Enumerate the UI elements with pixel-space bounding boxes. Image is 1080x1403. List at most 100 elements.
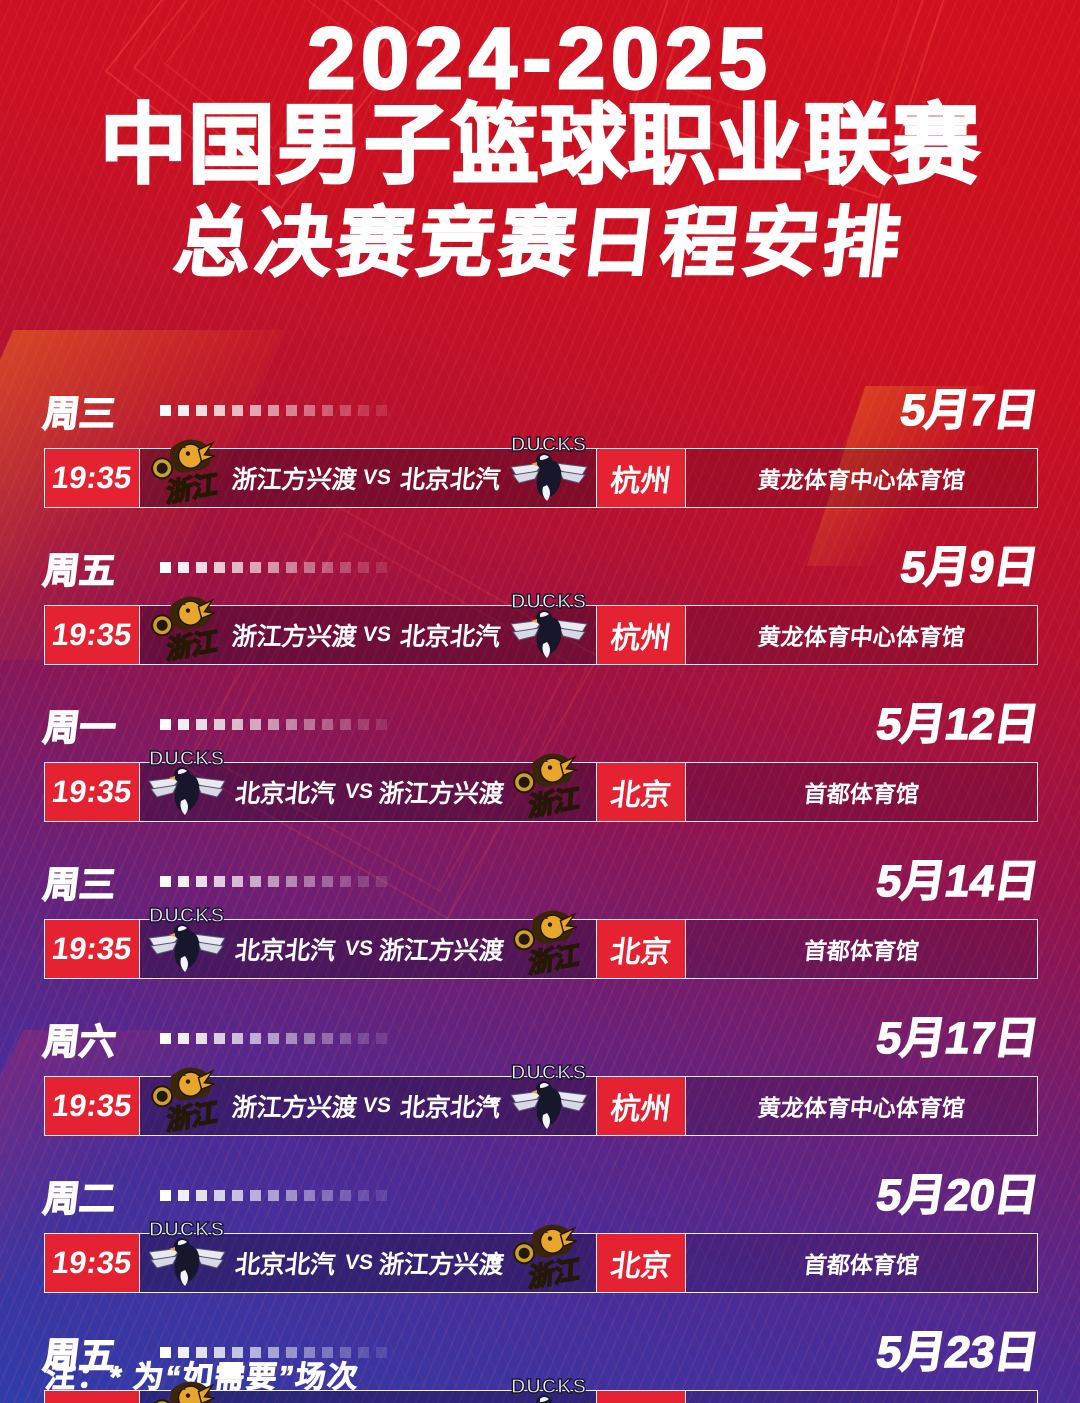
home-team-logo: DUCKS — [142, 903, 232, 981]
venue-cell: 黄龙体育中心体育馆 — [686, 1077, 1037, 1135]
matchup-cell: 浙江 浙江方兴渡 VS 北京北汽 * DUCKS — [140, 1061, 596, 1137]
vs-label: VS — [361, 1094, 393, 1117]
date-label: 5月9日 — [896, 542, 1042, 593]
venue-label: 黄龙体育中心体育馆 — [756, 624, 967, 650]
host-city-cell: 北京 — [596, 920, 686, 978]
dotted-divider — [160, 405, 388, 416]
home-team-logo: 浙江 — [142, 589, 232, 667]
league-title: 中国男子篮球职业联赛 — [99, 97, 981, 194]
host-city-label: 北京 — [608, 1250, 673, 1283]
game-block: 周六 5月17日 19:35 浙江 浙江方兴渡 VS 北京北汽 * D — [40, 1013, 1042, 1137]
day-of-week-label: 周三 — [40, 392, 119, 435]
tipoff-time-cell: 19:35 — [45, 606, 140, 664]
svg-text:DUCKS: DUCKS — [511, 1062, 587, 1084]
home-team-logo: 浙江 — [142, 1374, 232, 1403]
game-row: 19:35 浙江 浙江方兴渡 VS 北京北汽 DUCKS — [44, 590, 1038, 666]
date-label: 5月7日 — [896, 385, 1042, 436]
dotted-divider — [160, 876, 388, 887]
zhejiang-lions-logo-icon: 浙江 — [513, 753, 584, 823]
day-of-week-label: 周六 — [40, 1020, 119, 1063]
schedule-list: 周三 5月7日 19:35 浙江 浙江方兴渡 VS 北京北汽 DUC — [40, 385, 1043, 1403]
host-city-label: 杭州 — [608, 622, 673, 655]
tipoff-time-cell: 19:35 — [45, 449, 140, 507]
beijing-ducks-logo-icon: DUCKS — [510, 590, 588, 658]
beijing-ducks-logo-icon: DUCKS — [148, 1218, 226, 1286]
zhejiang-lions-logo-icon: 浙江 — [151, 1067, 222, 1137]
venue-label: 黄龙体育中心体育馆 — [756, 1095, 967, 1121]
host-city-label: 杭州 — [608, 1093, 673, 1126]
dotted-divider — [160, 1190, 388, 1201]
matchup-cell: DUCKS 北京北汽 VS 浙江方兴渡 浙江 — [140, 904, 596, 980]
tipoff-time-cell: 19:35 — [45, 1234, 140, 1292]
home-team-name: 北京北汽 — [233, 1251, 337, 1279]
game-day-header: 周二 5月20日 — [40, 1170, 1043, 1221]
away-team-logo: 浙江 — [504, 746, 594, 824]
tipoff-time-label: 19:35 — [50, 617, 134, 652]
away-team-name: 北京北汽 — [398, 1094, 502, 1122]
host-city-cell: 杭州 — [596, 1391, 686, 1403]
if-needed-asterisk: * — [489, 1090, 500, 1121]
host-city-label: 北京 — [608, 936, 673, 969]
zhejiang-lions-logo-icon: 浙江 — [151, 596, 222, 666]
game-block: 周三 5月7日 19:35 浙江 浙江方兴渡 VS 北京北汽 DUC — [40, 385, 1042, 509]
zhejiang-lions-logo-icon: 浙江 — [513, 1224, 584, 1294]
svg-text:DUCKS: DUCKS — [149, 748, 225, 770]
if-needed-asterisk: * — [489, 1247, 500, 1278]
away-team-name: 浙江方兴渡 — [377, 1251, 506, 1279]
date-label: 5月12日 — [872, 699, 1043, 750]
venue-cell: 黄龙体育中心体育馆 — [686, 1391, 1037, 1403]
game-day-header: 周六 5月17日 — [40, 1013, 1042, 1064]
away-team-name: 北京北汽 — [398, 466, 502, 494]
subtitle-schedule: 总决赛竞赛日程安排 — [169, 200, 910, 287]
tipoff-time-label: 19:35 — [50, 931, 134, 966]
vs-label: VS — [343, 1251, 375, 1274]
game-block: 周一 5月12日 19:35 DUCKS 北京北汽 VS 浙江方兴渡 — [40, 699, 1043, 823]
away-team-name: 浙江方兴渡 — [377, 937, 506, 965]
svg-text:DUCKS: DUCKS — [511, 1376, 587, 1398]
vs-label: VS — [343, 937, 375, 960]
host-city-label: 北京 — [608, 779, 673, 812]
game-block: 周五 5月23日 19:35 浙江 浙江方兴渡 VS 北京北汽 * D — [40, 1327, 1043, 1403]
away-team-logo: 浙江 — [504, 903, 594, 981]
home-team-name: 浙江方兴渡 — [230, 623, 359, 651]
day-of-week-label: 周三 — [40, 863, 119, 906]
home-team-name: 浙江方兴渡 — [230, 466, 359, 494]
game-day-header: 周三 5月14日 — [40, 856, 1043, 907]
dotted-divider — [160, 562, 388, 573]
game-day-header: 周一 5月12日 — [40, 699, 1043, 750]
away-team-name: 浙江方兴渡 — [377, 780, 506, 808]
tipoff-time-label: 19:35 — [50, 460, 134, 495]
tipoff-time-label: 19:35 — [50, 1245, 134, 1280]
tipoff-time-cell: 19:35 — [45, 763, 140, 821]
season-title: 2024-2025 — [306, 11, 773, 107]
game-block: 周三 5月14日 19:35 DUCKS 北京北汽 VS 浙江方兴渡 — [40, 856, 1043, 980]
venue-label: 首都体育馆 — [802, 938, 921, 964]
beijing-ducks-logo-icon: DUCKS — [510, 1375, 587, 1403]
host-city-cell: 杭州 — [596, 1077, 686, 1135]
tipoff-time-label: 19:35 — [50, 774, 134, 809]
date-label: 5月20日 — [872, 1170, 1043, 1221]
beijing-ducks-logo-icon: DUCKS — [510, 1061, 588, 1129]
tipoff-time-cell: 19:35 — [45, 1391, 140, 1403]
home-team-logo: 浙江 — [142, 1060, 232, 1138]
game-row: 19:35 浙江 浙江方兴渡 VS 北京北汽 DUCKS — [44, 433, 1038, 509]
matchup-cell: 浙江 浙江方兴渡 VS 北京北汽 * DUCKS — [140, 1375, 596, 1403]
day-of-week-label: 周二 — [40, 1177, 119, 1220]
svg-text:DUCKS: DUCKS — [149, 1219, 225, 1241]
game-day-header: 周五 5月9日 — [40, 542, 1042, 593]
dotted-divider — [160, 1347, 388, 1358]
home-team-name: 北京北汽 — [233, 780, 337, 808]
game-row: 19:35 DUCKS 北京北汽 VS 浙江方兴渡 — [44, 747, 1038, 823]
dotted-divider — [160, 1033, 388, 1044]
host-city-label: 杭州 — [608, 465, 673, 498]
matchup-cell: 浙江 浙江方兴渡 VS 北京北汽 DUCKS — [140, 433, 596, 509]
venue-cell: 黄龙体育中心体育馆 — [686, 449, 1037, 507]
beijing-ducks-logo-icon: DUCKS — [148, 904, 226, 972]
game-block: 周五 5月9日 19:35 浙江 浙江方兴渡 VS 北京北汽 DUC — [40, 542, 1042, 666]
host-city-cell: 北京 — [596, 1234, 686, 1292]
dotted-divider — [160, 719, 388, 730]
date-label: 5月14日 — [872, 856, 1043, 907]
home-team-logo: 浙江 — [142, 432, 232, 510]
game-block: 周二 5月20日 19:35 DUCKS 北京北汽 VS 浙江方兴渡 * — [40, 1170, 1043, 1294]
